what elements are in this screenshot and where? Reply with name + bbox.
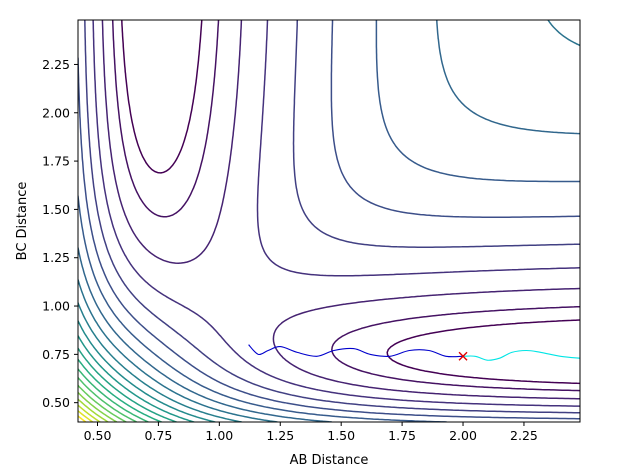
contour-level-14 xyxy=(78,368,150,422)
contour-level-11 xyxy=(78,334,195,422)
contour-level-9 xyxy=(78,302,243,422)
x-axis: 0.50 0.75 1.00 1.25 1.50 1.75 2.00 2.25 xyxy=(84,422,538,443)
contour-level-5 xyxy=(78,20,580,420)
contour-level-21 xyxy=(78,415,87,422)
y-tick-label: 2.00 xyxy=(42,105,70,120)
contour-level-12 xyxy=(78,347,178,422)
contour-level-1 xyxy=(111,20,580,392)
x-tick-label: 1.50 xyxy=(327,428,355,443)
y-tick-label: 0.75 xyxy=(42,347,70,362)
x-tick-label: 0.50 xyxy=(84,428,112,443)
contour-level-3 xyxy=(92,20,580,407)
contour-level-16 xyxy=(78,384,127,422)
x-axis-label: AB Distance xyxy=(290,453,369,468)
contour-level-13 xyxy=(78,358,163,422)
contour-lines xyxy=(78,20,580,422)
y-tick-label: 2.25 xyxy=(42,57,70,72)
y-tick-label: 1.00 xyxy=(42,299,70,314)
y-tick-label: 1.75 xyxy=(42,154,70,169)
contour-level-0 xyxy=(121,20,580,385)
y-axis-label: BC Distance xyxy=(15,182,30,261)
contour-level-7 xyxy=(78,20,580,422)
contour-level-15 xyxy=(78,376,138,422)
contour-level-10 xyxy=(78,320,216,422)
contour-level-2 xyxy=(101,20,580,400)
end-point-marker xyxy=(458,351,468,361)
x-tick-label: 2.25 xyxy=(510,428,538,443)
x-tick-label: 1.75 xyxy=(388,428,416,443)
trajectory-1 xyxy=(463,349,580,361)
x-tick-label: 2.00 xyxy=(449,428,477,443)
trajectory-lines xyxy=(248,344,580,361)
trajectory-0 xyxy=(248,344,464,358)
contour-level-6 xyxy=(78,20,580,422)
y-tick-label: 1.50 xyxy=(42,202,70,217)
marker-layer xyxy=(458,351,468,361)
x-tick-label: 1.00 xyxy=(205,428,233,443)
plot-frame xyxy=(77,19,581,423)
x-tick-label: 1.25 xyxy=(266,428,294,443)
y-axis: 0.50 0.75 1.00 1.25 1.50 1.75 2.00 2.25 xyxy=(42,57,78,410)
x-tick-label: 0.75 xyxy=(144,428,172,443)
y-tick-label: 1.25 xyxy=(42,250,70,265)
contour-level-8 xyxy=(78,20,580,422)
contour-level-4 xyxy=(84,20,580,414)
y-tick-label: 0.50 xyxy=(42,395,70,410)
